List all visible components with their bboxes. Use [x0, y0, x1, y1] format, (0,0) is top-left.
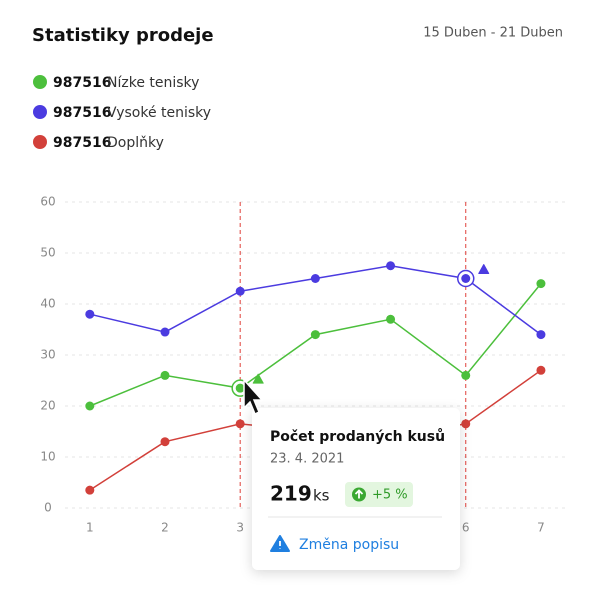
y-tick-label: 30 — [40, 348, 55, 362]
point — [235, 419, 245, 429]
y-tick-label: 60 — [40, 195, 55, 209]
point — [85, 309, 95, 319]
point — [160, 327, 170, 337]
point — [160, 437, 170, 447]
point — [461, 274, 471, 283]
legend-swatch — [33, 135, 47, 149]
point — [536, 279, 546, 289]
point — [235, 286, 245, 296]
y-tick-label: 10 — [40, 450, 55, 464]
x-tick-label: 1 — [86, 521, 94, 535]
point — [536, 330, 546, 340]
y-tick-label: 50 — [40, 246, 55, 260]
point — [536, 365, 546, 375]
legend-swatch — [33, 105, 47, 119]
legend-total: 987516 — [53, 105, 111, 121]
x-tick-label: 7 — [537, 521, 545, 535]
legend-label: Vysoké tenisky — [107, 105, 211, 121]
point — [310, 330, 320, 340]
plot: 01020304050601234567 — [40, 195, 565, 535]
point — [461, 370, 471, 380]
legend-total: 987516 — [53, 75, 111, 91]
point — [386, 314, 396, 324]
point — [386, 261, 396, 271]
date-range: 15 Duben - 21 Duben — [423, 26, 563, 41]
x-tick-label: 2 — [161, 521, 169, 535]
point — [310, 274, 320, 283]
tooltip-change: +5 % — [372, 488, 408, 503]
tooltip-date: 23. 4. 2021 — [270, 452, 344, 467]
up-arrow — [354, 489, 364, 499]
tooltip-link[interactable]: Změna popisu — [299, 537, 399, 553]
legend-swatch — [33, 75, 47, 89]
y-tick-label: 0 — [44, 501, 52, 515]
tooltip-value: 219 — [270, 482, 312, 506]
warning-icon — [252, 373, 264, 384]
legend-label: Doplňky — [107, 135, 164, 151]
point — [85, 485, 95, 495]
point — [461, 419, 471, 429]
chart-title: Statistiky prodeje — [32, 25, 214, 46]
x-tick-label: 3 — [236, 521, 244, 535]
tooltip-title: Počet prodaných kusů — [270, 428, 445, 445]
y-tick-label: 40 — [40, 297, 55, 311]
legend-total: 987516 — [53, 135, 111, 151]
tooltip: Počet prodaných kusů 23. 4. 2021 219 ks … — [252, 408, 460, 570]
point — [85, 401, 95, 411]
legend-label: Nízke tenisky — [107, 75, 199, 91]
y-tick-label: 20 — [40, 399, 55, 413]
point — [235, 383, 245, 393]
warning-icon — [478, 264, 490, 274]
cursor — [243, 378, 264, 416]
x-tick-label: 6 — [462, 521, 470, 535]
point — [160, 370, 170, 380]
series-line — [89, 283, 542, 407]
tooltip-unit: ks — [313, 487, 330, 505]
